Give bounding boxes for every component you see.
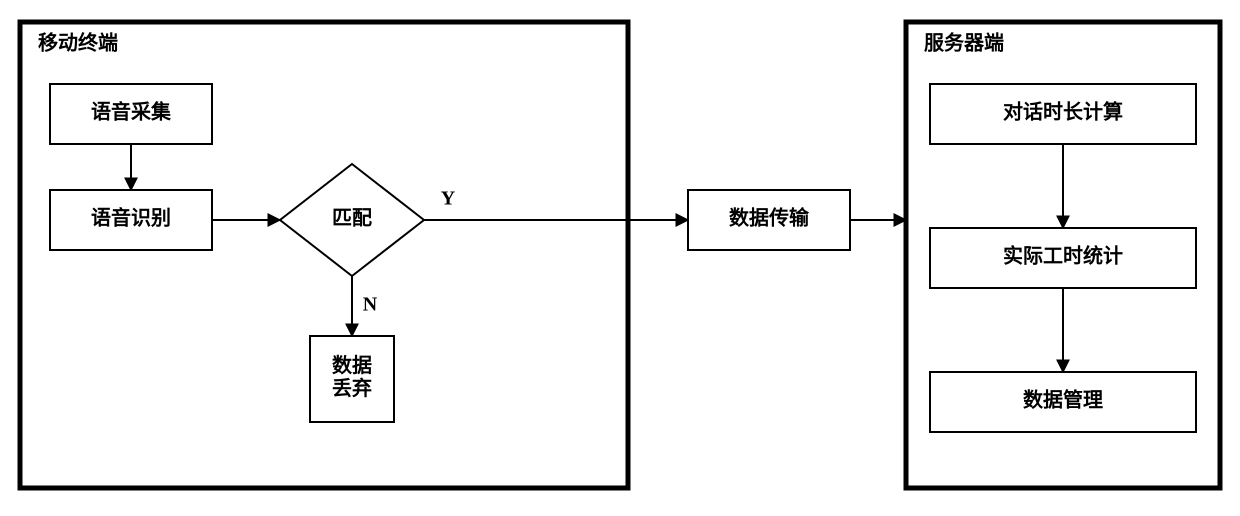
node-label-voice_collect: 语音采集: [91, 100, 172, 124]
node-label-discard: 丢弃: [332, 376, 372, 400]
node-manage: 数据管理: [930, 372, 1196, 432]
node-label-manage: 数据管理: [1023, 388, 1103, 412]
node-hours: 实际工时统计: [930, 228, 1196, 288]
container-label-server: 服务器端: [924, 31, 1004, 55]
node-label-transfer: 数据传输: [729, 206, 810, 230]
node-label-duration: 对话时长计算: [1003, 100, 1123, 124]
edge-label-match-discard: N: [363, 294, 378, 316]
node-label-voice_recog: 语音识别: [91, 206, 171, 230]
node-duration: 对话时长计算: [930, 84, 1196, 144]
container-label-mobile: 移动终端: [38, 31, 118, 55]
edges: YN: [131, 144, 1063, 372]
node-discard: 数据丢弃: [310, 336, 394, 422]
flowchart-canvas: 移动终端服务器端YN语音采集语音识别匹配数据丢弃数据传输对话时长计算实际工时统计…: [0, 0, 1240, 516]
node-label-discard: 数据: [332, 353, 372, 377]
edge-label-match-transfer: Y: [441, 188, 456, 210]
node-label-hours: 实际工时统计: [1003, 244, 1123, 268]
node-voice_recog: 语音识别: [50, 190, 212, 250]
node-match: 匹配: [280, 164, 424, 276]
node-label-match: 匹配: [332, 207, 372, 230]
node-voice_collect: 语音采集: [50, 84, 212, 144]
node-transfer: 数据传输: [688, 190, 850, 250]
